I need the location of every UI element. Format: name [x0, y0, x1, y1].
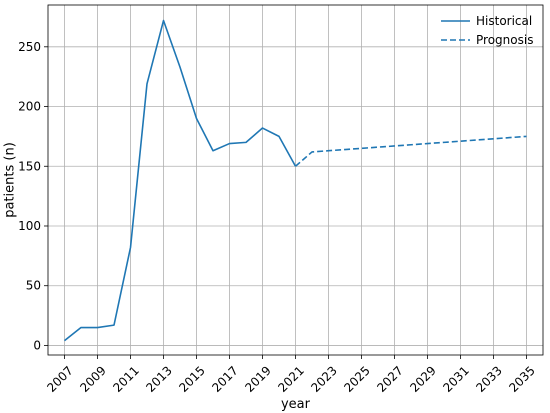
series-line-prognosis — [294, 135, 527, 167]
x-tick-label: 2009 — [77, 363, 108, 394]
x-tick-label: 2027 — [374, 363, 405, 394]
axis-ticks: 2007 2009 2011 2013 2015 2017 2019 2021 2023 2025… — [18, 40, 538, 395]
legend: Historical Prognosis — [441, 14, 533, 47]
y-axis-label: patients (n) — [3, 142, 18, 218]
y-tick-label: 50 — [26, 279, 41, 293]
y-tick-label: 0 — [33, 338, 41, 352]
x-tick-label: 2033 — [473, 363, 504, 394]
x-tick-label: 2017 — [209, 363, 240, 394]
x-axis-label: year — [281, 397, 311, 412]
x-tick-label: 2013 — [143, 363, 174, 394]
x-tick-label: 2023 — [308, 363, 339, 394]
y-tick-label: 250 — [18, 40, 41, 54]
y-tick-label: 200 — [18, 100, 41, 114]
x-tick-label: 2021 — [275, 363, 306, 394]
grid — [48, 5, 543, 355]
x-tick-label: 2007 — [44, 363, 75, 394]
y-tick-label: 150 — [18, 159, 41, 173]
legend-label-prognosis: Prognosis — [476, 33, 533, 47]
x-tick-label: 2011 — [110, 363, 141, 394]
x-tick-label: 2035 — [506, 363, 537, 394]
x-tick-label: 2029 — [407, 363, 438, 394]
series-lines — [64, 19, 527, 342]
x-tick-label: 2019 — [242, 363, 273, 394]
series-line-historical — [64, 19, 297, 342]
legend-label-historical: Historical — [476, 14, 532, 28]
x-tick-label: 2025 — [341, 363, 372, 394]
x-tick-label: 2015 — [176, 363, 207, 394]
y-tick-label: 100 — [18, 219, 41, 233]
x-tick-label: 2031 — [440, 363, 471, 394]
